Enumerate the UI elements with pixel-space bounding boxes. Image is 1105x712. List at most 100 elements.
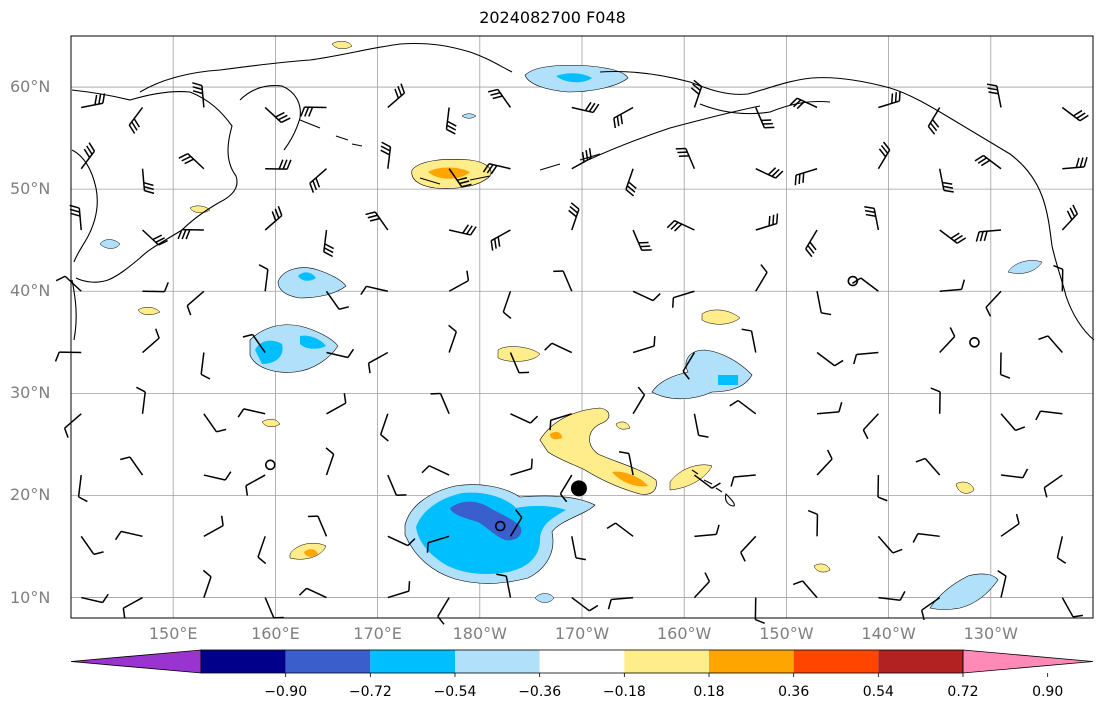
wind-barb-135 [1062,156,1088,170]
wind-barb-22 [387,535,416,547]
wind-barb-142 [445,107,457,135]
wind-barb-115 [864,205,880,231]
wind-barb-114 [805,229,818,258]
wind-barb-82 [939,327,956,354]
wind-barb-59 [549,413,572,431]
wind-barb-9 [607,596,634,610]
lon-label-1: 160°E [251,624,300,643]
negative-region-east [651,349,753,400]
lat-label-0: 10°N [10,587,51,607]
wind-barb-43 [618,451,634,476]
negative-region-southeast [929,573,999,610]
wind-barb-21 [307,515,328,537]
wind-barb-107 [365,211,389,231]
negative-spot-2 [1007,260,1043,274]
wind-barb-40 [421,465,450,476]
lon-label-7: 140°W [861,624,916,643]
wind-barb-109 [490,229,511,251]
wind-barb-70 [200,352,211,380]
wind-barb-32 [1000,513,1020,537]
wind-barb-125 [448,168,472,188]
colorbar-tick-label-4: −0.18 [602,684,646,700]
wind-barb-85 [55,275,82,292]
colorbar-bin-5 [624,650,709,673]
wind-barb-116 [939,229,967,244]
wind-barb-50 [1043,474,1063,498]
wind-barb-19 [203,515,224,537]
lon-label-6: 150°W [759,624,814,643]
positive-spot-1 [497,346,541,362]
wind-barb-51 [63,413,82,438]
colorbar-bin-0 [201,650,286,673]
positive-spot-8 [261,419,281,427]
wind-barb-88 [258,264,269,292]
wind-barb-12 [792,580,818,599]
wind-barb-143 [487,88,512,108]
wind-barb-41 [510,458,533,476]
colorbar-bin-6 [709,650,794,673]
anomaly-shading [99,41,1043,610]
wind-barb-150 [927,107,941,135]
wind-barb-89 [325,290,349,311]
wind-barb-1 [122,596,143,619]
wind-barb-123 [309,168,327,193]
wind-barb-83 [999,352,1011,379]
colorbar-extend-low [70,649,202,674]
wind-barb-75 [509,352,530,374]
wind-barb-146 [690,79,703,108]
wind-barb-48 [915,457,941,476]
wind-barb-36 [203,471,232,481]
wind-barb-105 [264,205,283,231]
lon-label-3: 180°W [452,624,507,643]
wind-barb-7 [496,573,512,598]
wind-barb-126 [482,163,511,175]
lat-label-1: 20°N [10,485,51,505]
wind-barb-30 [877,535,903,554]
lat-label-3: 40°N [10,281,51,301]
wind-barb-62 [729,399,757,415]
wind-barb-151 [986,83,1002,108]
colorbar-bin-4 [539,650,625,673]
wind-barb-23 [426,535,450,553]
colorbar-tick-label-8: 0.72 [947,684,979,700]
wind-barb-37 [245,474,266,496]
colorbar [70,649,1094,677]
wind-barb-130 [755,167,784,179]
colorbar-extend-high [962,649,1094,674]
coastlines [71,42,1095,341]
wind-barb-128 [625,168,637,197]
lat-label-5: 60°N [10,77,51,97]
storm-center-marker [570,480,587,497]
wind-barb-120 [141,168,155,195]
wind-barb-100 [985,290,1002,317]
wind-barb-45 [730,474,756,487]
wind-barb-119 [80,142,96,170]
wind-barb-104 [177,228,204,240]
wind-barb-60 [632,386,646,415]
wind-barb-95 [671,290,695,308]
wind-barb-96 [755,264,768,292]
wind-barb-86 [142,282,169,293]
wind-barb-34 [77,474,88,503]
lon-label-2: 170°E [353,624,402,643]
wind-barb-68 [54,351,82,362]
wind-barb-4 [298,587,327,599]
wind-barb-67 [1035,410,1063,421]
wind-barb-132 [877,141,891,170]
negative-region-peak [450,501,522,541]
wind-barb-78 [682,352,696,380]
positive-spot-3 [669,464,713,491]
wind-barb-71 [242,333,266,353]
positive-spot-9 [813,563,831,573]
lon-label-4: 170°W [554,624,610,643]
wind-barb-140 [300,106,327,117]
wind-barb-5 [387,581,411,599]
wind-barb-84 [1038,335,1063,354]
calm-marker-1 [847,275,859,287]
wind-barbs [54,79,1089,625]
positive-spot-7 [137,307,161,315]
wind-barb-110 [568,202,580,231]
colorbar-tick-label-7: 0.54 [862,684,894,700]
wind-barb-2 [202,569,212,598]
calm-marker-0 [264,459,276,471]
